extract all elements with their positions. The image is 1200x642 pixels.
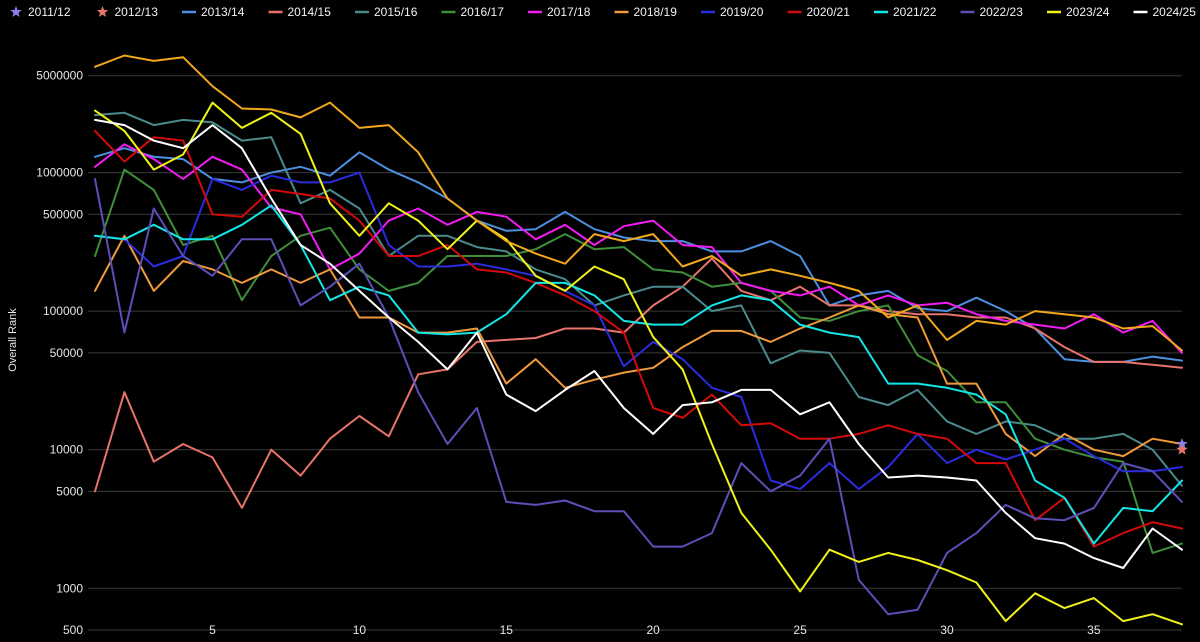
legend-label: 2016/17 — [461, 5, 505, 19]
legend-item-2023-24[interactable]: 2023/24 — [1047, 5, 1110, 19]
x-axis-ticks: 5 10 15 20 25 30 35 — [209, 623, 1101, 637]
series-line-2016-17 — [94, 168, 1183, 554]
y-tick-label: 1000000 — [36, 166, 83, 180]
legend-label: 2015/16 — [374, 5, 418, 19]
y-tick-label: 5000000 — [36, 69, 83, 83]
legend-label: 2019/20 — [720, 5, 764, 19]
legend-label: 2018/19 — [634, 5, 678, 19]
y-tick-label: 500000 — [43, 207, 83, 221]
legend-label: 2017/18 — [547, 5, 591, 19]
series-marker-2011-12 — [1176, 437, 1188, 449]
series-line-2019-20 — [94, 171, 1183, 491]
x-tick-label: 20 — [647, 623, 661, 637]
y-tick-label: 50000 — [50, 346, 84, 360]
legend-item-2012-13[interactable]: 2012/13 — [96, 5, 159, 19]
x-tick-label: 35 — [1087, 623, 1101, 637]
series-line-2025-26 — [94, 54, 1183, 352]
legend-star-icon — [10, 6, 22, 17]
series-line-2013-14 — [94, 147, 1183, 363]
y-axis-title: Overall Rank — [7, 308, 19, 372]
legend-label: 2021/22 — [893, 5, 937, 19]
legend-item-2014-15[interactable]: 2014/15 — [268, 5, 332, 19]
legend-label: 2012/13 — [115, 5, 159, 19]
series-line-2023-24 — [94, 101, 1183, 626]
legend-label: 2014/15 — [288, 5, 332, 19]
y-tick-label: 1000 — [56, 581, 83, 595]
x-tick-label: 10 — [353, 623, 367, 637]
legend-item-2021-22[interactable]: 2021/22 — [874, 5, 937, 19]
series-line-2015-16 — [94, 111, 1183, 487]
series-markers — [1176, 437, 1188, 455]
series-line-2024-25 — [94, 118, 1183, 569]
legend-item-2020-21[interactable]: 2020/21 — [787, 5, 851, 19]
y-tick-label: 100000 — [43, 304, 83, 318]
series-line-2021-22 — [94, 204, 1183, 545]
legend: 2011/12 2012/13 2013/14 2014/15 2015/16 2016/… — [10, 5, 1197, 19]
legend-label: 2023/24 — [1066, 5, 1110, 19]
series-line-2017-18 — [94, 143, 1183, 354]
legend-item-2022-23[interactable]: 2022/23 — [960, 5, 1024, 19]
y-axis-ticks: 500 1000 5000 10000 50000 100000 500000 1000000… — [36, 69, 83, 637]
legend-label: 2020/21 — [807, 5, 851, 19]
legend-item-2011-12[interactable]: 2011/12 — [10, 5, 71, 19]
legend-label: 2022/23 — [980, 5, 1024, 19]
series-line-2020-21 — [94, 129, 1183, 548]
gridlines — [88, 75, 1182, 631]
legend-label: 2011/12 — [28, 5, 71, 19]
y-tick-label: 500 — [63, 623, 83, 637]
x-tick-label: 25 — [793, 623, 807, 637]
legend-item-2019-20[interactable]: 2019/20 — [701, 5, 764, 19]
series-marker-2012-13 — [1176, 443, 1188, 455]
legend-item-2016-17[interactable]: 2016/17 — [441, 5, 505, 19]
legend-item-2013-14[interactable]: 2013/14 — [182, 5, 245, 19]
legend-item-2018-19[interactable]: 2018/19 — [614, 5, 678, 19]
series-line-2022-23 — [94, 177, 1183, 616]
series-lines — [94, 54, 1183, 626]
legend-item-2017-18[interactable]: 2017/18 — [528, 5, 591, 19]
legend-label: 2024/25 — [1153, 5, 1197, 19]
y-tick-label: 10000 — [50, 443, 84, 457]
x-tick-label: 15 — [500, 623, 514, 637]
legend-star-icon — [96, 6, 109, 17]
legend-item-2024-25[interactable]: 2024/25 — [1133, 5, 1197, 19]
legend-item-2015-16[interactable]: 2015/16 — [355, 5, 418, 19]
x-tick-label: 5 — [209, 623, 216, 637]
x-tick-label: 30 — [940, 623, 954, 637]
series-line-2014-15 — [94, 257, 1183, 509]
y-tick-label: 5000 — [56, 484, 83, 498]
legend-label: 2013/14 — [201, 5, 245, 19]
